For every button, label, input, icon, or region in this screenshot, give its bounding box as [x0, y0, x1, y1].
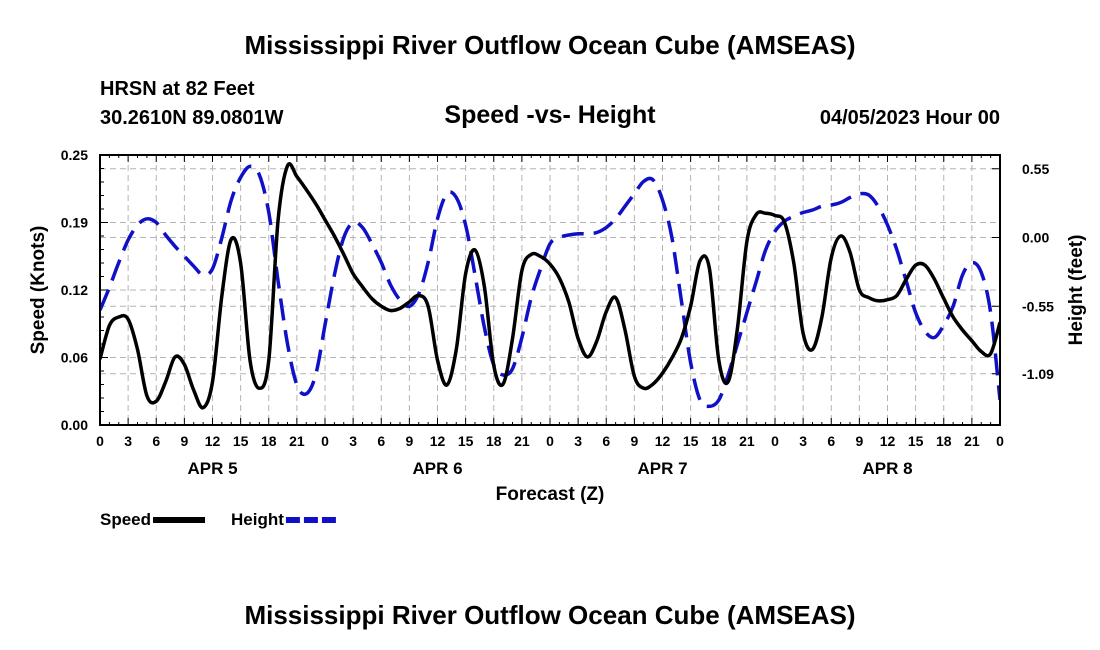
x-tick-label: 18 [486, 433, 502, 449]
plot-frame [99, 154, 1001, 426]
height-series-line [100, 164, 1000, 409]
y2-tick-label: -1.09 [1022, 366, 1054, 382]
chart-title: Mississippi River Outflow Ocean Cube (AM… [244, 30, 856, 60]
x-tick-label: 3 [124, 433, 132, 449]
x-tick-label: 15 [908, 433, 924, 449]
day-label: APR 6 [412, 459, 462, 478]
x-tick-label: 0 [996, 433, 1004, 449]
y-tick-label: 0.19 [61, 215, 88, 231]
x-tick-label: 18 [711, 433, 727, 449]
x-tick-label: 15 [458, 433, 474, 449]
footer-title: Mississippi River Outflow Ocean Cube (AM… [244, 600, 856, 630]
x-tick-label: 3 [799, 433, 807, 449]
y2-tick-label: -0.55 [1022, 298, 1054, 314]
x-tick-label: 12 [655, 433, 671, 449]
x-tick-label: 12 [880, 433, 896, 449]
x-tick-label: 15 [233, 433, 249, 449]
x-tick-label: 6 [827, 433, 835, 449]
station-label: HRSN at 82 Feet [100, 78, 255, 100]
day-label: APR 7 [637, 459, 687, 478]
x-tick-label: 21 [289, 433, 305, 449]
x-tick-label: 0 [771, 433, 779, 449]
x-tick-label: 9 [855, 433, 863, 449]
x-tick-label: 6 [152, 433, 160, 449]
x-tick-label: 21 [514, 433, 530, 449]
y-axis-title: Speed (Knots) [28, 226, 49, 355]
day-label: APR 8 [862, 459, 912, 478]
forecast-datetime: 04/05/2023 Hour 00 [819, 107, 1000, 129]
x-tick-label: 18 [261, 433, 277, 449]
x-tick-label: 9 [630, 433, 638, 449]
x-tick-label: 0 [546, 433, 554, 449]
y2-tick-label: 0.55 [1022, 161, 1049, 177]
x-tick-label: 6 [377, 433, 385, 449]
x-tick-label: 21 [739, 433, 755, 449]
x-tick-label: 6 [602, 433, 610, 449]
y-tick-label: 0.25 [61, 147, 88, 163]
x-tick-label: 0 [96, 433, 104, 449]
x-tick-label: 3 [574, 433, 582, 449]
x-axis-title: Forecast (Z) [496, 484, 605, 505]
x-tick-label: 18 [936, 433, 952, 449]
day-label: APR 5 [187, 459, 237, 478]
x-tick-label: 15 [683, 433, 699, 449]
y-tick-label: 0.12 [61, 282, 88, 298]
x-tick-label: 12 [205, 433, 221, 449]
station-coordinates: 30.2610N 89.0801W [100, 107, 284, 129]
x-tick-label: 21 [964, 433, 980, 449]
legend-label-height: Height [231, 510, 284, 529]
speed-series-line [100, 162, 1000, 410]
x-tick-label: 0 [321, 433, 329, 449]
legend-label-speed: Speed [100, 510, 151, 529]
y2-tick-label: 0.00 [1022, 230, 1049, 246]
x-tick-label: 3 [349, 433, 357, 449]
y2-axis-title: Height (feet) [1066, 235, 1087, 346]
y-tick-label: 0.06 [61, 350, 88, 366]
x-tick-label: 9 [405, 433, 413, 449]
y-tick-label: 0.00 [61, 417, 88, 433]
x-tick-label: 9 [180, 433, 188, 449]
x-tick-label: 12 [430, 433, 446, 449]
chart-subtitle: Speed -vs- Height [444, 101, 656, 129]
